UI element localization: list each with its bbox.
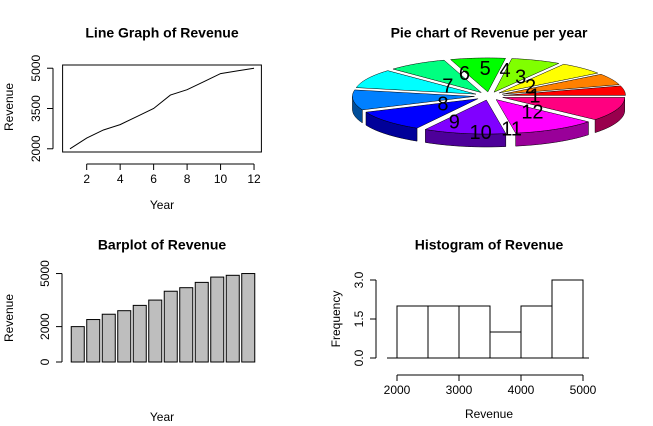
pie-label: 3 (515, 67, 526, 89)
pie-label: 1 (529, 86, 540, 108)
x-tick-label: 5000 (570, 383, 597, 397)
y-tick-label: 3500 (29, 95, 43, 122)
y-axis-label: Revenue (2, 294, 16, 342)
x-tick-label: 10 (214, 172, 228, 186)
pie-slice (352, 89, 475, 111)
plot-box (62, 64, 262, 153)
bar (163, 290, 178, 363)
x-axis-label: Revenue (465, 407, 513, 421)
histogram-bar (551, 279, 584, 359)
pie-slice (424, 99, 507, 135)
pie-slice (498, 63, 599, 94)
x-tick-label: 2 (83, 172, 90, 186)
pie-label: 8 (437, 94, 448, 116)
x-tick-label: 4000 (508, 383, 535, 397)
pie-label: 10 (469, 122, 491, 144)
chart-title: Barplot of Revenue (98, 237, 227, 253)
bar (225, 274, 240, 363)
y-tick-label: 3.0 (352, 271, 366, 288)
x-tick-label: 6 (150, 172, 157, 186)
x-tick-label: 2000 (384, 383, 411, 397)
bar (70, 326, 85, 363)
y-tick-label: 1.5 (352, 310, 366, 327)
y-tick-label: 0.0 (352, 349, 366, 366)
y-axis-label: Frequency (329, 291, 343, 348)
y-tick-label: 2000 (38, 313, 52, 340)
pie-slice (493, 58, 560, 93)
chart-title: Histogram of Revenue (415, 237, 564, 253)
histogram-bar (489, 331, 522, 359)
y-tick-label: 2000 (29, 135, 43, 162)
x-tick-label: 4 (117, 172, 124, 186)
pie-slice (355, 70, 477, 95)
chart-title: Line Graph of Revenue (85, 25, 238, 41)
pie-slice (503, 85, 626, 96)
histogram-bar (396, 305, 429, 359)
bar (210, 276, 225, 363)
histogram-bar (520, 305, 553, 359)
pie-label: 5 (480, 58, 491, 80)
line (69, 67, 255, 150)
bar (241, 273, 256, 363)
pie-slice (365, 98, 479, 129)
histogram-bar (458, 305, 491, 359)
bar (117, 310, 132, 363)
pie-label: 4 (499, 60, 510, 82)
bar (86, 319, 101, 363)
bar (148, 299, 163, 363)
bar (194, 281, 209, 363)
x-axis-label: Year (150, 198, 174, 212)
pie-label: 9 (449, 112, 460, 134)
pie-label: 11 (501, 118, 522, 140)
pie-slice (502, 97, 625, 120)
x-tick-label: 8 (184, 172, 191, 186)
histogram-bar (427, 305, 460, 359)
y-tick-label: 5000 (38, 260, 52, 287)
pie-label: 12 (521, 102, 543, 124)
y-axis-label: Revenue (2, 83, 16, 131)
y-tick-label: 0 (38, 358, 52, 365)
y-tick-label: 5000 (29, 55, 43, 82)
x-tick-label: 12 (247, 172, 261, 186)
pie-slice (449, 57, 506, 93)
pie-slice (392, 59, 482, 93)
bar (101, 313, 116, 363)
x-tick-label: 3000 (446, 383, 473, 397)
chart-title: Pie chart of Revenue per year (391, 25, 588, 41)
x-axis-label: Year (150, 410, 174, 424)
pie-slice (502, 73, 620, 95)
pie-label: 2 (525, 76, 536, 98)
bar (179, 287, 194, 363)
pie-slice (495, 99, 590, 134)
pie-label: 6 (459, 63, 470, 85)
pie-label: 7 (442, 75, 453, 97)
bar (132, 304, 147, 363)
